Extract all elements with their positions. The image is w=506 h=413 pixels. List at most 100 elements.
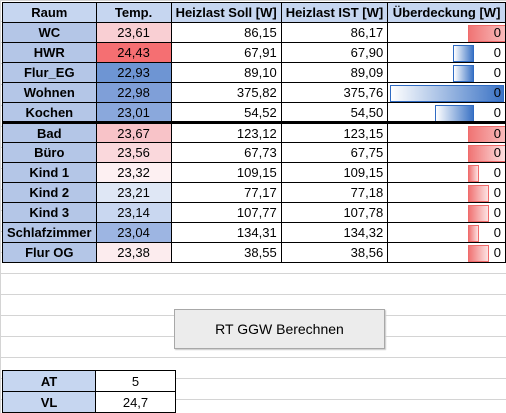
overcoverage-value: 0 bbox=[493, 185, 501, 200]
overcoverage-cell[interactable]: 0 bbox=[387, 242, 506, 263]
table-row: Schlafzimmer 23,04 134,31 134,32 0 bbox=[2, 222, 506, 243]
soll-cell[interactable]: 67,91 bbox=[170, 42, 282, 63]
data-bar bbox=[468, 126, 505, 142]
data-bar bbox=[468, 145, 505, 162]
overcoverage-cell[interactable]: 0 bbox=[387, 62, 506, 83]
overcoverage-cell[interactable]: 0 bbox=[387, 42, 506, 63]
param-row: AT 5 bbox=[2, 370, 176, 392]
ist-cell[interactable]: 107,78 bbox=[280, 202, 389, 223]
data-bar bbox=[390, 85, 505, 102]
overcoverage-cell[interactable]: 0 bbox=[387, 202, 506, 223]
temp-cell[interactable]: 23,01 bbox=[95, 102, 172, 123]
table-row: Flur OG 23,38 38,55 38,56 0 bbox=[2, 242, 506, 263]
data-bar bbox=[468, 205, 490, 222]
ist-cell[interactable]: 375,76 bbox=[280, 82, 389, 103]
table-row: Flur_EG 22,93 89,10 89,09 0 bbox=[2, 62, 506, 83]
overcoverage-cell[interactable]: 0 bbox=[387, 222, 506, 243]
calculate-button[interactable]: RT GGW Berechnen bbox=[174, 309, 385, 349]
table-row: WC 23,61 86,15 86,17 0 bbox=[2, 22, 506, 43]
param-label-at[interactable]: AT bbox=[2, 370, 96, 392]
header-temp[interactable]: Temp. bbox=[95, 2, 172, 23]
soll-cell[interactable]: 109,15 bbox=[170, 162, 282, 183]
header-over[interactable]: Überdeckung [W] bbox=[387, 2, 506, 23]
soll-cell[interactable]: 123,12 bbox=[170, 121, 282, 143]
data-bar bbox=[453, 45, 475, 62]
room-cell[interactable]: Büro bbox=[2, 142, 97, 163]
ist-cell[interactable]: 54,50 bbox=[280, 102, 389, 123]
overcoverage-value: 0 bbox=[493, 85, 501, 100]
soll-cell[interactable]: 107,77 bbox=[170, 202, 282, 223]
overcoverage-cell[interactable]: 0 bbox=[387, 82, 506, 103]
params-table: AT 5 VL 24,7 bbox=[2, 370, 176, 413]
soll-cell[interactable]: 67,73 bbox=[170, 142, 282, 163]
room-cell[interactable]: WC bbox=[2, 22, 97, 43]
soll-cell[interactable]: 54,52 bbox=[170, 102, 282, 123]
temp-cell[interactable]: 22,98 bbox=[95, 82, 172, 103]
overcoverage-cell[interactable]: 0 bbox=[387, 182, 506, 203]
soll-cell[interactable]: 38,55 bbox=[170, 242, 282, 263]
ist-cell[interactable]: 89,09 bbox=[280, 62, 389, 83]
room-cell[interactable]: Wohnen bbox=[2, 82, 97, 103]
data-bar bbox=[468, 25, 505, 42]
header-soll[interactable]: Heizlast Soll [W] bbox=[170, 2, 282, 23]
room-cell[interactable]: Flur_EG bbox=[2, 62, 97, 83]
overcoverage-cell[interactable]: 0 bbox=[387, 102, 506, 123]
param-label-vl[interactable]: VL bbox=[2, 391, 96, 413]
table-row: Büro 23,56 67,73 67,75 0 bbox=[2, 142, 506, 163]
room-cell[interactable]: Bad bbox=[2, 121, 97, 143]
soll-cell[interactable]: 89,10 bbox=[170, 62, 282, 83]
ist-cell[interactable]: 67,90 bbox=[280, 42, 389, 63]
overcoverage-value: 0 bbox=[493, 105, 501, 120]
ist-cell[interactable]: 109,15 bbox=[280, 162, 389, 183]
ist-cell[interactable]: 123,15 bbox=[280, 121, 389, 143]
temp-cell[interactable]: 23,56 bbox=[95, 142, 172, 163]
overcoverage-value: 0 bbox=[493, 245, 501, 260]
table-row: Kind 2 23,21 77,17 77,18 0 bbox=[2, 182, 506, 203]
temp-cell[interactable]: 23,38 bbox=[95, 242, 172, 263]
param-value-vl[interactable]: 24,7 bbox=[95, 391, 176, 413]
room-cell[interactable]: Schlafzimmer bbox=[2, 222, 97, 243]
temp-cell[interactable]: 23,21 bbox=[95, 182, 172, 203]
overcoverage-value: 0 bbox=[493, 45, 501, 60]
overcoverage-value: 0 bbox=[493, 126, 501, 141]
data-bar bbox=[468, 185, 490, 202]
ist-cell[interactable]: 77,18 bbox=[280, 182, 389, 203]
room-cell[interactable]: HWR bbox=[2, 42, 97, 63]
room-cell[interactable]: Flur OG bbox=[2, 242, 97, 263]
temp-cell[interactable]: 23,04 bbox=[95, 222, 172, 243]
room-cell[interactable]: Kochen bbox=[2, 102, 97, 123]
header-ist[interactable]: Heizlast IST [W] bbox=[280, 2, 389, 23]
soll-cell[interactable]: 86,15 bbox=[170, 22, 282, 43]
soll-cell[interactable]: 77,17 bbox=[170, 182, 282, 203]
ist-cell[interactable]: 38,56 bbox=[280, 242, 389, 263]
ist-cell[interactable]: 86,17 bbox=[280, 22, 389, 43]
table-row: Kind 1 23,32 109,15 109,15 0 bbox=[2, 162, 506, 183]
soll-cell[interactable]: 375,82 bbox=[170, 82, 282, 103]
table-row: Wohnen 22,98 375,82 375,76 0 bbox=[2, 82, 506, 103]
table-row: Kochen 23,01 54,52 54,50 0 bbox=[2, 102, 506, 123]
overcoverage-value: 0 bbox=[493, 25, 501, 40]
ist-cell[interactable]: 67,75 bbox=[280, 142, 389, 163]
ist-cell[interactable]: 134,32 bbox=[280, 222, 389, 243]
overcoverage-cell[interactable]: 0 bbox=[387, 22, 506, 43]
overcoverage-cell[interactable]: 0 bbox=[387, 162, 506, 183]
room-cell[interactable]: Kind 2 bbox=[2, 182, 97, 203]
overcoverage-cell[interactable]: 0 bbox=[387, 121, 506, 143]
temp-cell[interactable]: 22,93 bbox=[95, 62, 172, 83]
room-cell[interactable]: Kind 3 bbox=[2, 202, 97, 223]
param-value-at[interactable]: 5 bbox=[95, 370, 176, 392]
temp-cell[interactable]: 23,61 bbox=[95, 22, 172, 43]
param-row: VL 24,7 bbox=[2, 391, 176, 413]
temp-cell[interactable]: 23,32 bbox=[95, 162, 172, 183]
overcoverage-value: 0 bbox=[493, 65, 501, 80]
temp-cell[interactable]: 24,43 bbox=[95, 42, 172, 63]
temp-cell[interactable]: 23,67 bbox=[95, 121, 172, 143]
header-room[interactable]: Raum bbox=[2, 2, 97, 23]
overcoverage-value: 0 bbox=[493, 145, 501, 160]
soll-cell[interactable]: 134,31 bbox=[170, 222, 282, 243]
data-bar bbox=[453, 65, 475, 82]
room-cell[interactable]: Kind 1 bbox=[2, 162, 97, 183]
temp-cell[interactable]: 23,14 bbox=[95, 202, 172, 223]
overcoverage-cell[interactable]: 0 bbox=[387, 142, 506, 163]
